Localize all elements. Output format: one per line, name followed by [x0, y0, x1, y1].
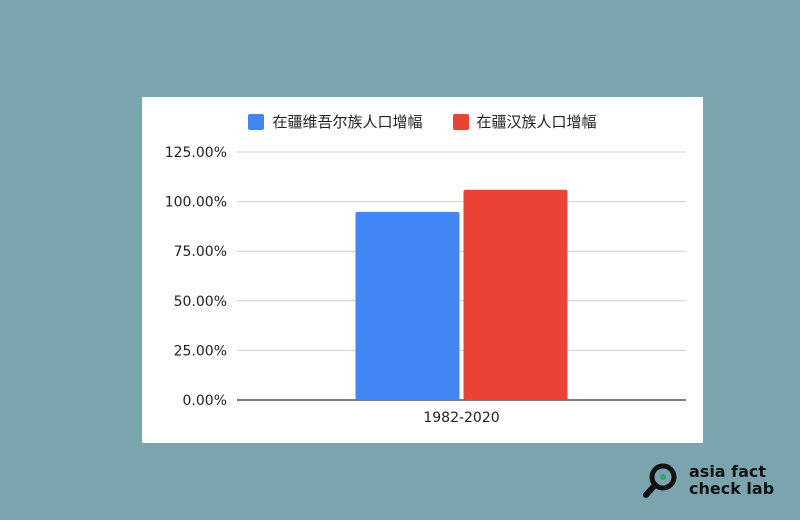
y-tick-label: 25.00% — [174, 343, 227, 359]
bar-series-1 — [463, 189, 568, 400]
chart-legend: 在疆维吾尔族人口增幅 在疆汉族人口增幅 — [142, 111, 703, 132]
logo-line-1: asia fact — [689, 462, 767, 481]
y-tick-label: 100.00% — [165, 195, 227, 211]
logo-text: asia fact check lab — [689, 463, 774, 497]
y-tick-label: 125.00% — [165, 145, 227, 161]
y-tick-label: 0.00% — [183, 393, 227, 409]
y-tick-label: 75.00% — [174, 244, 227, 260]
x-axis-ticks: 1982-2020 — [423, 410, 499, 426]
legend-item-uyghur: 在疆维吾尔族人口增幅 — [248, 111, 423, 132]
y-axis-ticks: 0.00% 25.00% 50.00% 75.00% 100.00% 125.00% — [165, 145, 227, 409]
legend-label-han: 在疆汉族人口增幅 — [476, 113, 597, 131]
logo-line-2: check lab — [689, 479, 775, 498]
legend-label-uyghur: 在疆维吾尔族人口增幅 — [272, 113, 423, 131]
bars — [355, 189, 568, 400]
magnifier-icon — [643, 463, 677, 498]
legend-swatch-uyghur — [248, 113, 265, 130]
chart-card: 在疆维吾尔族人口增幅 在疆汉族人口增幅 0.00% 25.00% 50.00% 75.… — [142, 97, 703, 443]
grid-lines — [237, 151, 686, 401]
y-tick-label: 50.00% — [174, 294, 227, 310]
bar-chart: 0.00% 25.00% 50.00% 75.00% 100.00% 125.00% 19… — [165, 145, 686, 426]
x-tick-label: 1982-2020 — [423, 410, 499, 426]
asia-fact-check-lab-logo: asia fact check lab — [641, 455, 791, 505]
bar-series-0 — [355, 211, 460, 400]
legend-swatch-han — [452, 113, 469, 130]
legend-item-han: 在疆汉族人口增幅 — [452, 111, 597, 132]
